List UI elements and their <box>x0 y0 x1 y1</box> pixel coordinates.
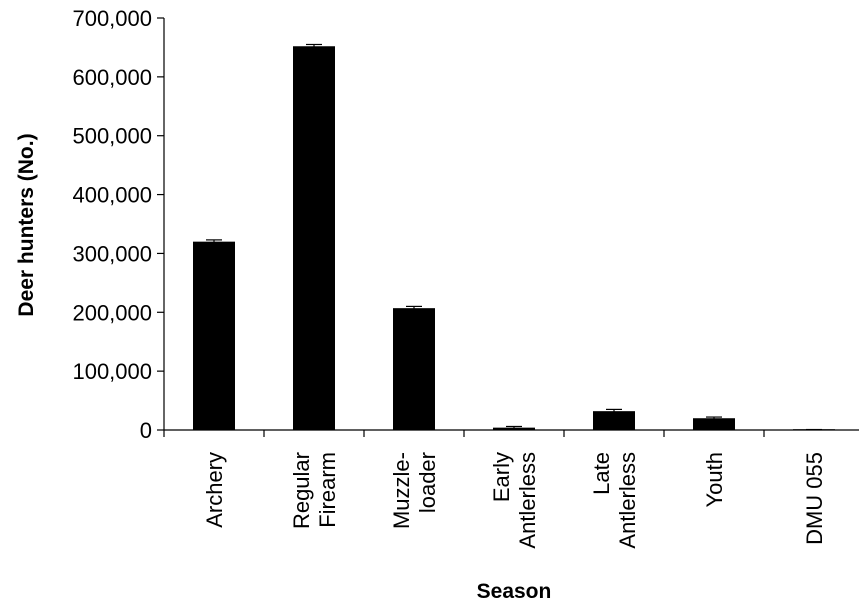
y-tick-label: 500,000 <box>72 124 152 149</box>
x-category-label: Firearm <box>315 452 340 528</box>
x-category-label: Antlerless <box>615 452 640 549</box>
bar <box>393 308 435 430</box>
y-tick-label: 200,000 <box>72 300 152 325</box>
x-axis-title: Season <box>477 580 552 603</box>
y-tick-label: 600,000 <box>72 65 152 90</box>
bar <box>493 427 535 430</box>
x-category-label: DMU 055 <box>802 452 827 545</box>
y-tick-label: 400,000 <box>72 183 152 208</box>
bar <box>193 241 235 430</box>
y-tick-label: 700,000 <box>72 6 152 31</box>
x-category-label: Regular <box>289 452 314 529</box>
bar <box>293 46 335 430</box>
x-category-label: Muzzle- <box>389 452 414 529</box>
y-axis-title: Deer hunters (No.) <box>15 133 38 316</box>
bar <box>593 411 635 430</box>
x-category-label: Youth <box>702 452 727 507</box>
y-axis: 0 100,000 200,000 300,000 400,000 500,000 600,… <box>72 6 165 443</box>
x-category-label: Early <box>489 452 514 502</box>
y-tick-label: 0 <box>140 418 152 443</box>
y-tick-label: 100,000 <box>72 359 152 384</box>
bars <box>193 43 835 431</box>
x-category-label: Archery <box>202 452 227 528</box>
bar <box>693 418 735 430</box>
y-tick-label: 300,000 <box>72 241 152 266</box>
x-category-label: loader <box>415 452 440 513</box>
x-category-label: Late <box>589 452 614 495</box>
x-axis: Archery Regular Firearm Muzzle-loader Early A… <box>163 429 859 549</box>
x-category-label: Antlerless <box>515 452 540 549</box>
